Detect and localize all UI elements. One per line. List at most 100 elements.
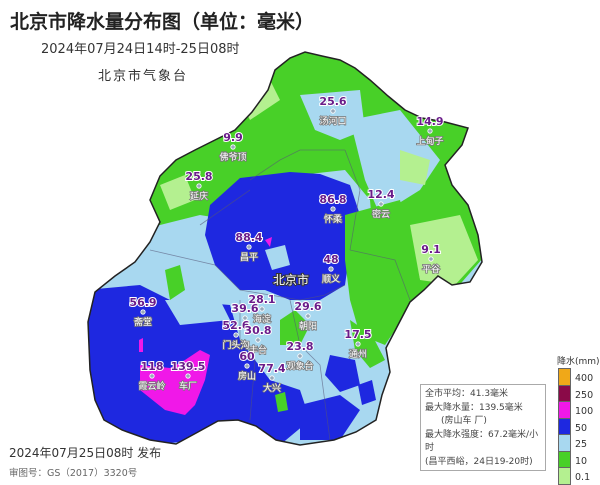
map-subtitle: 2024年07月24日14时-25日08时: [41, 42, 240, 57]
station-汤河口: 25.6 汤河口: [318, 94, 347, 128]
station-dot: [355, 341, 361, 347]
station-value: 56.9: [129, 296, 156, 309]
station-name: 上甸子: [416, 135, 443, 147]
station-昌平: 88.4 昌平: [234, 230, 263, 264]
station-name: 霞云岭: [138, 380, 165, 392]
station-dot: [140, 309, 146, 315]
station-value: 86.8: [319, 193, 346, 206]
station-dot: [428, 256, 434, 262]
station-value: 12.4: [367, 188, 394, 201]
city-average: 全市平均：41.3毫米: [425, 389, 509, 399]
station-dot: [427, 128, 433, 134]
station-name: 斋堂: [134, 316, 152, 328]
station-观象台: 23.8 观象台: [285, 339, 314, 373]
station-顺义: 48 顺义: [321, 252, 341, 286]
station-value: 60: [239, 350, 255, 363]
station-name: 朝阳: [299, 321, 317, 332]
legend-swatch-10: 10: [558, 450, 587, 467]
station-怀柔: 86.8 怀柔: [318, 192, 347, 226]
legend-swatch-250: 250: [558, 384, 593, 401]
color-legend: 400 250 100 50 25 10 0.1: [558, 368, 593, 485]
station-name: 平谷: [422, 264, 440, 275]
station-name: 丰台: [249, 344, 267, 356]
station-dot: [269, 375, 275, 381]
station-上甸子: 14.9 上甸子: [415, 114, 444, 148]
station-name: 顺义: [322, 274, 340, 285]
station-value: 9.9: [223, 131, 243, 144]
station-dot: [230, 144, 236, 150]
station-通州: 17.5 通州: [343, 327, 372, 361]
station-value: 118: [141, 360, 164, 373]
station-平谷: 9.1 平谷: [420, 242, 442, 276]
station-dot: [196, 183, 202, 189]
legend-swatch-400: 400: [558, 368, 593, 385]
station-dot: [378, 201, 384, 207]
station-value: 28.1: [248, 293, 275, 306]
legend-label: 100: [575, 406, 594, 417]
legend-swatch-50: 50: [558, 417, 587, 434]
station-密云: 12.4 密云: [366, 187, 395, 221]
legend-label: 0.1: [575, 472, 591, 483]
station-value: 23.8: [286, 340, 313, 353]
station-value: 52.6: [222, 319, 249, 332]
station-name: 昌平: [240, 252, 258, 263]
station-value: 29.6: [294, 300, 321, 313]
station-name: 密云: [372, 208, 390, 220]
max-intensity-location: (昌平西峪，24日19-20时): [425, 456, 533, 467]
station-name: 观象台: [286, 360, 313, 372]
station-value: 139.5: [171, 360, 206, 373]
station-车厂: 139.5 车厂: [170, 359, 207, 393]
station-dot: [305, 313, 311, 319]
station-name: 房山: [238, 370, 256, 382]
station-dot: [330, 206, 336, 212]
station-name: 门头沟: [222, 339, 249, 351]
station-value: 14.9: [416, 115, 443, 128]
city-label: 北京市: [273, 272, 309, 287]
station-value: 25.8: [185, 170, 212, 183]
station-value: 88.4: [235, 231, 262, 244]
station-斋堂: 56.9 斋堂: [128, 295, 157, 329]
station-name: 怀柔: [324, 213, 342, 225]
station-dot: [246, 244, 252, 250]
station-name: 通州: [349, 349, 367, 360]
legend-title: 降水(mm): [557, 357, 600, 367]
station-name: 延庆: [190, 190, 208, 202]
legend-swatch-25: 25: [558, 434, 587, 451]
station-大兴: 77.4 大兴: [257, 361, 286, 395]
station-dot: [255, 337, 261, 343]
issuing-organization: 北京市气象台: [98, 69, 189, 84]
station-value: 48: [323, 253, 338, 266]
station-dot: [242, 315, 248, 321]
station-name: 汤河口: [319, 115, 346, 127]
legend-label: 25: [575, 439, 588, 450]
legend-label: 10: [575, 455, 588, 467]
issue-time: 2024年07月25日08时 发布: [9, 446, 162, 460]
station-dot: [259, 306, 265, 312]
legend-swatch-0.1: 0.1: [558, 467, 590, 485]
station-门头沟: 52.6 门头沟: [221, 318, 250, 352]
station-unnamed: 39.6: [230, 301, 260, 321]
station-value: 30.8: [244, 324, 271, 337]
legend-label: 400: [575, 373, 594, 384]
max-precipitation: 最大降水量：139.5毫米: [425, 402, 523, 413]
station-朝阳: 29.6 朝阳: [293, 299, 322, 333]
station-value: 39.6: [231, 302, 258, 315]
station-dot: [297, 353, 303, 359]
map-approval-number: 审图号：GS（2017）3320号: [9, 468, 138, 479]
max-intensity: 最大降水强度：67.2毫米/小时: [425, 429, 539, 454]
station-value: 25.6: [319, 95, 346, 108]
station-name: 海淀: [253, 313, 271, 325]
station-value: 77.4: [258, 362, 285, 375]
station-海淀: 28.1 海淀: [247, 292, 276, 326]
station-佛爷顶: 9.9 佛爷顶: [219, 130, 248, 164]
station-延庆: 25.8 延庆: [184, 169, 213, 203]
station-dot: [328, 266, 334, 272]
station-name: 大兴: [263, 382, 281, 394]
station-name: 佛爷顶: [219, 151, 246, 163]
legend-label: 50: [575, 422, 588, 434]
station-房山: 60 房山: [237, 349, 257, 383]
station-dot: [330, 108, 336, 114]
legend-swatch-100: 100: [558, 401, 593, 418]
station-霞云岭: 118 霞云岭: [138, 359, 167, 393]
